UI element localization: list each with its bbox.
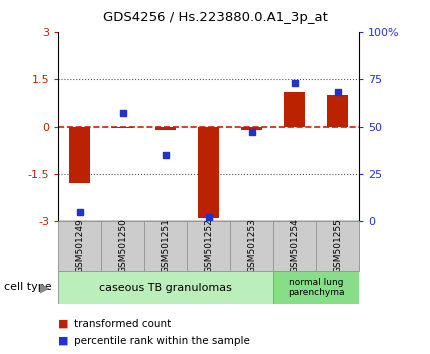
Text: percentile rank within the sample: percentile rank within the sample <box>74 336 250 346</box>
Bar <box>112 127 133 128</box>
Text: GSM501251: GSM501251 <box>161 218 170 274</box>
Bar <box>69 127 90 183</box>
Bar <box>155 127 176 130</box>
Bar <box>316 221 359 271</box>
Text: ■: ■ <box>58 336 68 346</box>
Bar <box>241 127 262 130</box>
Text: GSM501253: GSM501253 <box>247 218 256 274</box>
Bar <box>284 92 305 127</box>
Text: GSM501254: GSM501254 <box>290 219 299 273</box>
Bar <box>273 271 359 304</box>
Bar <box>58 221 101 271</box>
Point <box>76 209 83 215</box>
Bar <box>187 221 230 271</box>
Bar <box>273 221 316 271</box>
Text: caseous TB granulomas: caseous TB granulomas <box>99 282 232 293</box>
Text: ■: ■ <box>58 319 68 329</box>
Text: GSM501252: GSM501252 <box>204 219 213 273</box>
Bar <box>230 221 273 271</box>
Point <box>205 215 212 220</box>
Bar <box>101 221 144 271</box>
Point <box>162 152 169 158</box>
Text: GDS4256 / Hs.223880.0.A1_3p_at: GDS4256 / Hs.223880.0.A1_3p_at <box>103 11 327 24</box>
Bar <box>144 221 187 271</box>
Point <box>119 110 126 116</box>
Point <box>248 130 255 135</box>
Text: GSM501249: GSM501249 <box>75 219 84 273</box>
Point <box>291 80 298 86</box>
Text: cell type: cell type <box>4 282 52 292</box>
Bar <box>58 271 273 304</box>
Bar <box>327 95 348 127</box>
Text: ▶: ▶ <box>40 281 50 294</box>
Text: transformed count: transformed count <box>74 319 172 329</box>
Text: GSM501250: GSM501250 <box>118 218 127 274</box>
Point <box>334 90 341 95</box>
Bar <box>198 127 219 218</box>
Text: GSM501255: GSM501255 <box>333 218 342 274</box>
Text: normal lung
parenchyma: normal lung parenchyma <box>288 278 344 297</box>
